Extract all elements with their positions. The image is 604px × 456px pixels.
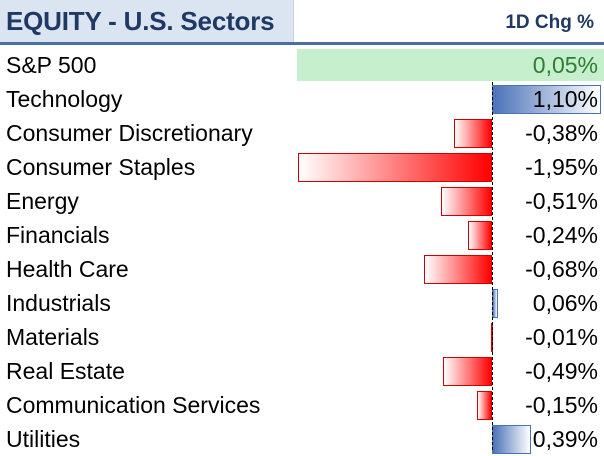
sector-row: Health Care -0,68%: [0, 252, 604, 286]
sector-value: -0,49%: [525, 358, 598, 384]
sector-bar: [477, 391, 492, 420]
sector-bar: [441, 187, 492, 216]
sector-label: Technology: [6, 86, 123, 112]
page-title: EQUITY - U.S. Sectors: [6, 6, 275, 36]
sector-row: Energy -0,51%: [0, 184, 604, 218]
table-header: EQUITY - U.S. Sectors 1D Chg %: [0, 0, 604, 45]
benchmark-row: S&P 500 0,05%: [0, 48, 604, 82]
sector-value: 0,06%: [532, 290, 598, 316]
title-cell: EQUITY - U.S. Sectors: [0, 0, 294, 42]
sector-label: Consumer Discretionary: [6, 120, 253, 146]
sector-bar: [492, 425, 531, 454]
sector-value: -0,38%: [525, 120, 598, 146]
sector-row: Consumer Staples -1,95%: [0, 150, 604, 184]
sector-value: -0,24%: [525, 222, 598, 248]
benchmark-highlight: [297, 49, 604, 81]
sector-value: 1,10%: [532, 86, 598, 112]
sector-label: Industrials: [6, 290, 111, 316]
sector-bar: [424, 255, 492, 284]
benchmark-value: 0,05%: [532, 52, 598, 78]
sector-label: Utilities: [6, 426, 81, 452]
sector-value: -0,15%: [525, 392, 598, 418]
sector-row: Technology 1,10%: [0, 82, 604, 116]
sector-value: 0,39%: [532, 426, 598, 452]
column-header-cell: 1D Chg %: [294, 0, 604, 42]
sector-row: Real Estate -0,49%: [0, 354, 604, 388]
sector-bar: [468, 221, 492, 250]
sector-row: Industrials 0,06%: [0, 286, 604, 320]
sector-row: Utilities 0,39%: [0, 422, 604, 456]
sector-label: Consumer Staples: [6, 154, 196, 180]
sector-value: -0,68%: [525, 256, 598, 282]
sector-row: Consumer Discretionary -0,38%: [0, 116, 604, 150]
sector-label: Materials: [6, 324, 100, 350]
sector-value: -0,01%: [525, 324, 598, 350]
sector-row: Materials -0,01%: [0, 320, 604, 354]
sector-row: Financials -0,24%: [0, 218, 604, 252]
sector-label: Financials: [6, 222, 110, 248]
sector-value: -1,95%: [525, 154, 598, 180]
sector-label: Real Estate: [6, 358, 125, 384]
zero-axis-line: [492, 82, 493, 450]
sector-label: Energy: [6, 188, 79, 214]
sector-bar: [443, 357, 492, 386]
sector-value: -0,51%: [525, 188, 598, 214]
benchmark-label: S&P 500: [6, 52, 97, 78]
sector-row: Communication Services -0,15%: [0, 388, 604, 422]
sector-label: Health Care: [6, 256, 129, 282]
column-header: 1D Chg %: [505, 12, 594, 33]
sector-bar: [454, 119, 492, 148]
sector-label: Communication Services: [6, 392, 261, 418]
sector-bar: [297, 153, 492, 182]
